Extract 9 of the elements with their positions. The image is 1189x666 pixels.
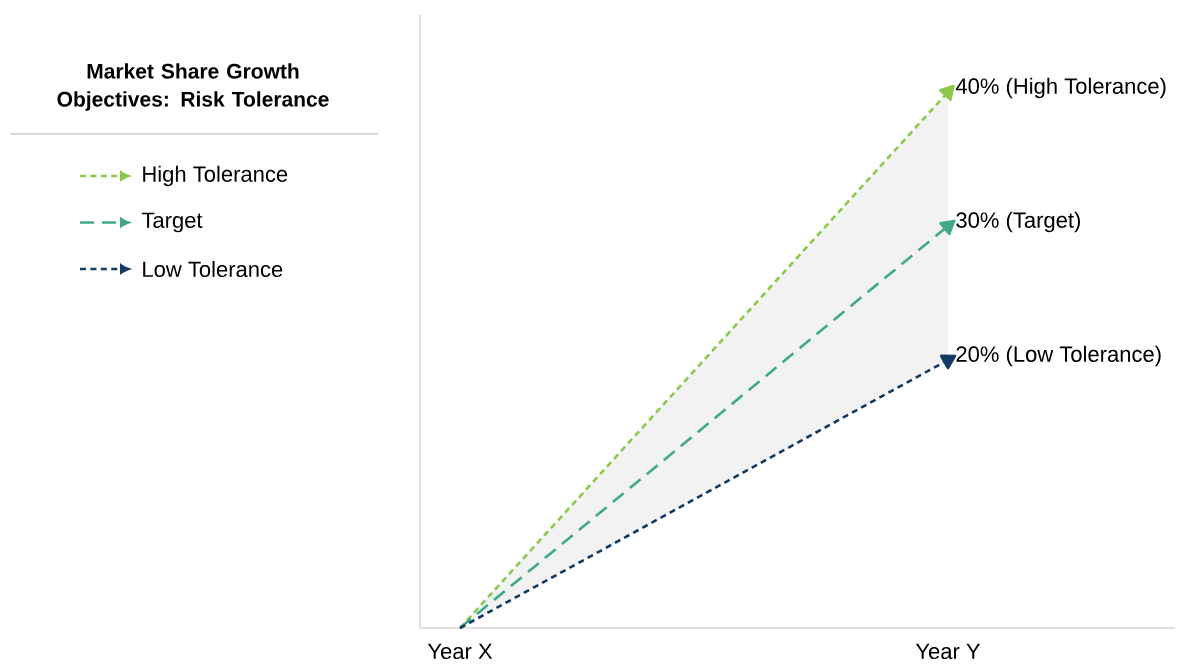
legend-label: High Tolerance bbox=[143, 165, 288, 187]
data-label: 40% (High Tolerance) bbox=[955, 77, 1166, 99]
legend-label: Low Tolerance bbox=[143, 260, 283, 278]
text: Market Share Growth Objectives: Risk Tolerance bbox=[57, 63, 329, 111]
x-tick-label: Year X bbox=[427, 643, 493, 660]
x-tick-label: Year Y bbox=[915, 643, 981, 660]
data-label: 30% (Target) bbox=[956, 211, 1080, 233]
legend-label: Target bbox=[141, 212, 203, 233]
data-label: 20% (Low Tolerance) bbox=[956, 345, 1161, 367]
